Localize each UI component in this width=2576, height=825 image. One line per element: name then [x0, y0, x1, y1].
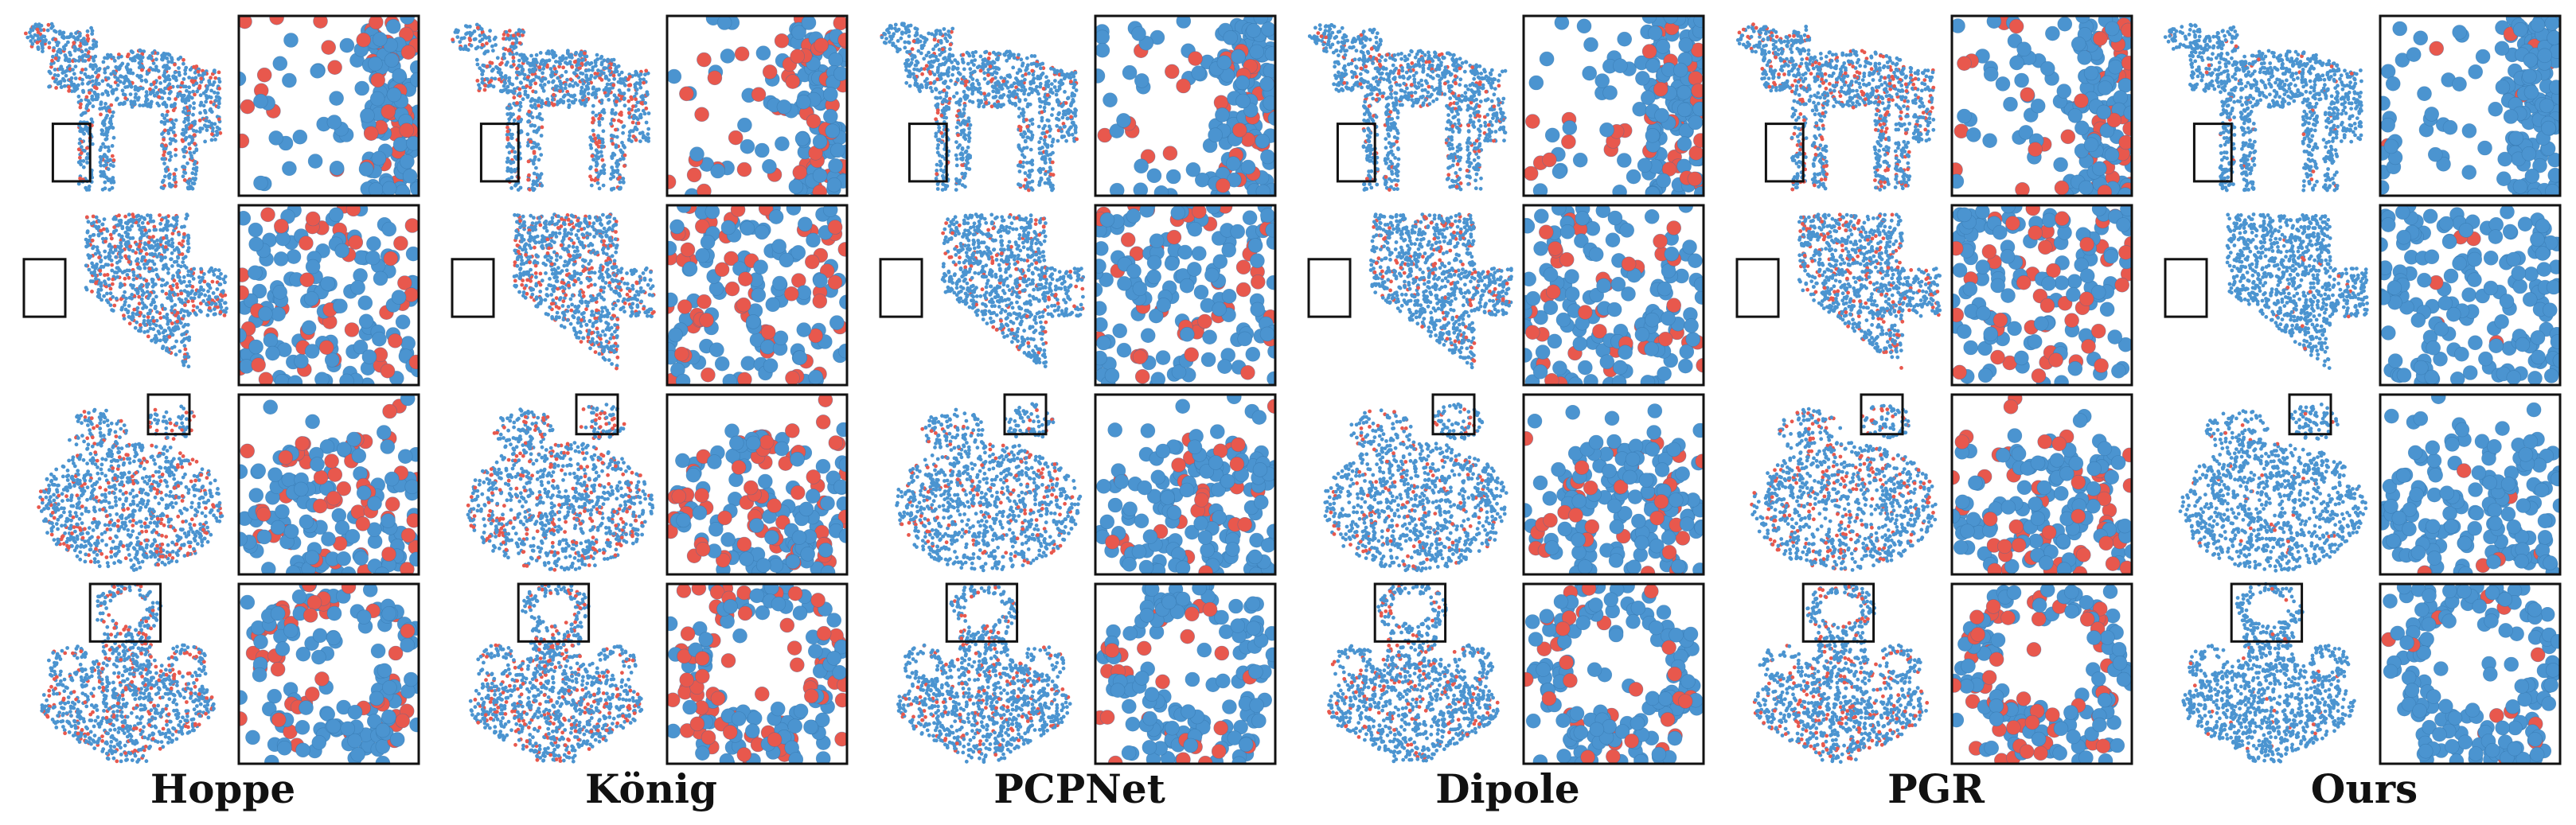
plane-zoom-panel	[1946, 199, 2138, 391]
zoom-region-marker	[452, 259, 494, 317]
zoom-region-marker	[1309, 259, 1350, 317]
vase-point-cloud	[1327, 582, 1500, 763]
bunny-point-cloud	[895, 402, 1082, 572]
vase-zoom-panel	[1093, 578, 1282, 771]
vase-point-cloud	[896, 584, 1072, 764]
plane-point-cloud	[2226, 212, 2369, 370]
horse-zoom-panel	[1948, 9, 2139, 202]
bunny-point-cloud	[2179, 403, 2368, 573]
bunny-zoom-panel	[2375, 390, 2567, 581]
horse-zoom-panel	[1091, 10, 1282, 203]
vase-point-cloud	[2181, 582, 2355, 764]
vase-point-cloud	[469, 583, 643, 764]
vase-zoom-panel	[663, 580, 853, 771]
plane-point-cloud	[84, 212, 228, 368]
vase-zoom-panel	[233, 577, 425, 770]
method-label: PCPNet	[936, 765, 1223, 813]
zoom-region-marker	[880, 259, 922, 317]
method-label: König	[508, 765, 794, 813]
bunny-point-cloud	[37, 405, 224, 572]
bunny-zoom-panel	[233, 391, 425, 582]
bunny-point-cloud	[466, 403, 655, 571]
plane-point-cloud	[941, 212, 1085, 368]
method-column-2	[880, 10, 1282, 771]
plane-zoom-panel	[2374, 198, 2567, 390]
plane-zoom-panel	[1516, 198, 1711, 391]
horse-zoom-panel	[232, 10, 425, 203]
method-label: Dipole	[1364, 765, 1651, 813]
method-label: Hoppe	[80, 765, 366, 813]
bunny-zoom-panel	[1518, 395, 1710, 580]
method-column-0	[24, 10, 426, 771]
method-label: Ours	[2221, 765, 2508, 813]
method-column-4	[1736, 9, 2139, 768]
horse-zoom-panel	[2375, 10, 2566, 203]
vase-point-cloud	[40, 582, 216, 764]
horse-zoom-panel	[662, 11, 853, 203]
vase-zoom-panel	[1947, 583, 2138, 769]
bunny-zoom-panel	[1093, 390, 1282, 582]
vase-zoom-panel	[1519, 578, 1704, 771]
method-column-5	[2164, 10, 2567, 769]
plane-zoom-panel	[1088, 198, 1282, 392]
plane-zoom-panel	[660, 199, 853, 389]
plane-point-cloud	[1369, 212, 1513, 369]
bunny-zoom-panel	[1946, 391, 2139, 581]
plane-zoom-panel	[232, 199, 426, 392]
bunny-point-cloud	[1750, 404, 1938, 572]
method-column-1	[451, 11, 854, 771]
zoom-region-marker	[1737, 259, 1778, 317]
horse-zoom-panel	[1524, 10, 1710, 202]
plane-point-cloud	[1797, 212, 1942, 370]
zoom-region-marker	[2165, 259, 2207, 317]
bunny-zoom-panel	[664, 393, 854, 580]
method-label: PGR	[1793, 765, 2079, 813]
zoom-region-marker	[24, 259, 65, 317]
plane-point-cloud	[513, 212, 656, 370]
vase-zoom-panel	[2380, 579, 2565, 769]
method-column-3	[1308, 10, 1711, 771]
bunny-point-cloud	[1323, 403, 1508, 573]
vase-point-cloud	[1753, 583, 1929, 764]
